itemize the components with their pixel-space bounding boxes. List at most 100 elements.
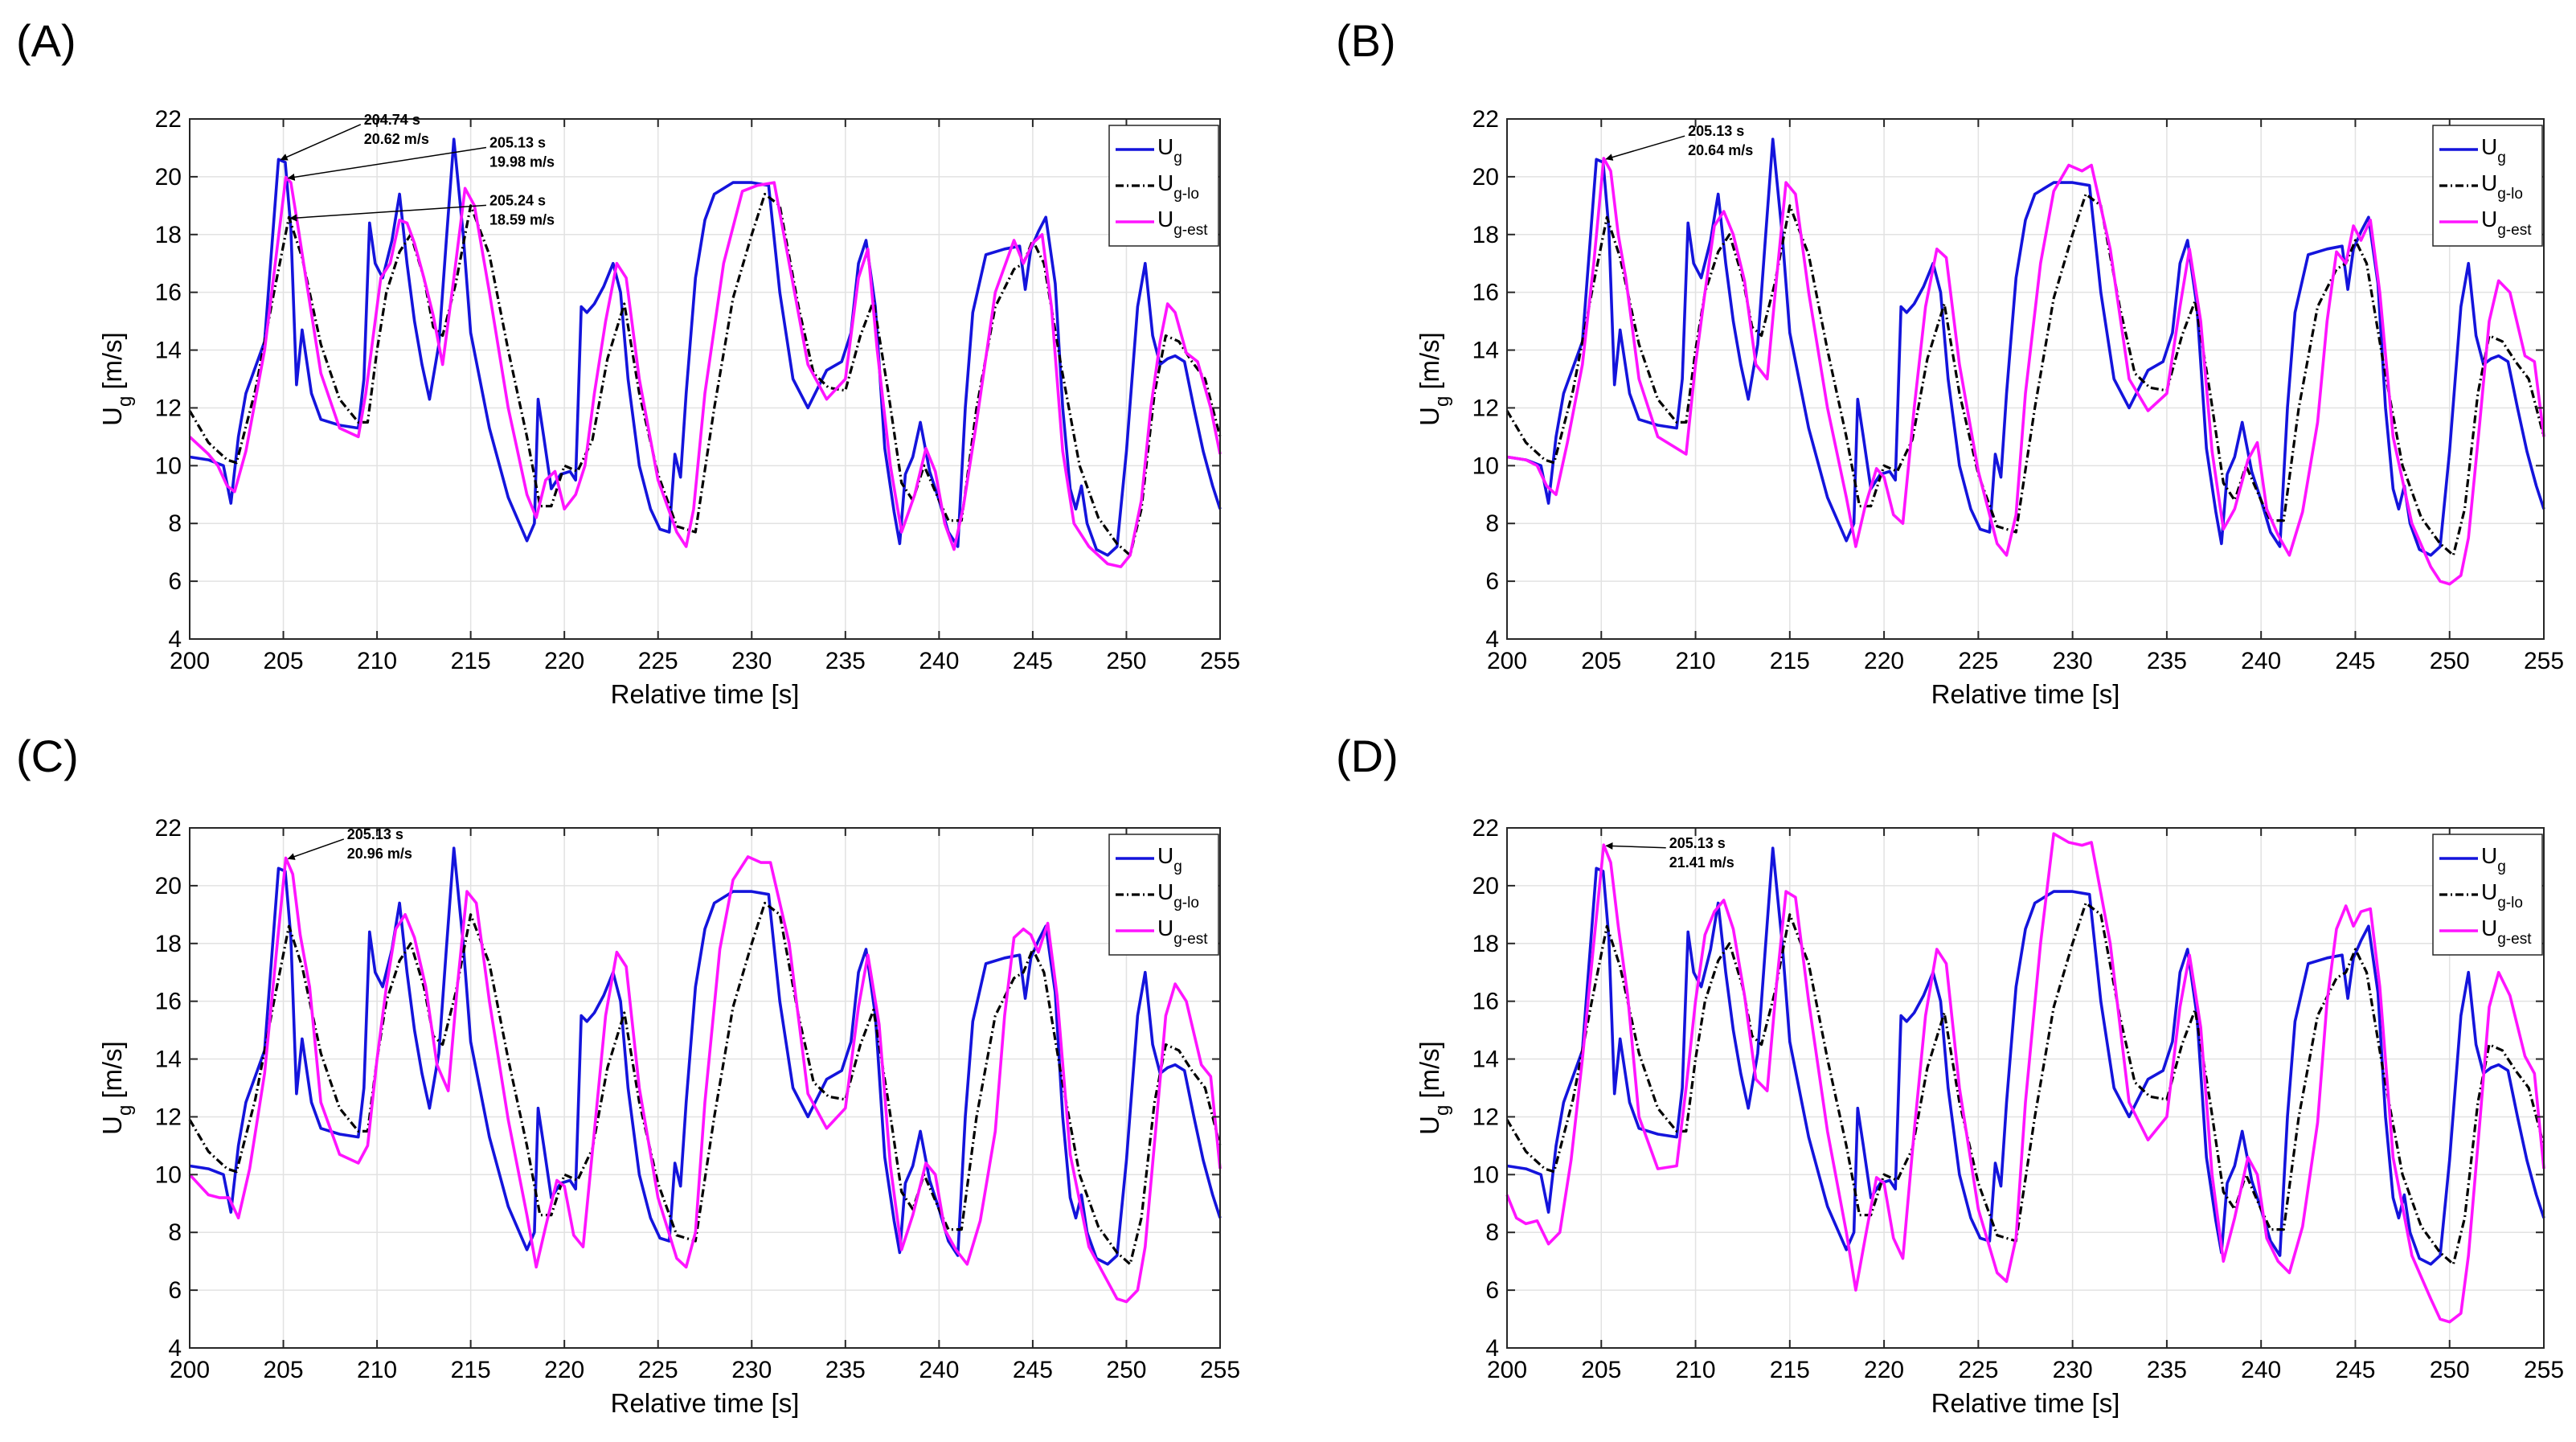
panel-label-c: (C): [16, 731, 79, 781]
axes-box: [189, 118, 1221, 640]
y-tick-label: 12: [1472, 1104, 1499, 1130]
x-tick-label: 250: [2430, 1357, 2470, 1383]
legend-label-main: U: [2481, 134, 2497, 159]
x-tick-label: 250: [2430, 648, 2470, 674]
x-tick-label: 245: [1013, 648, 1053, 674]
y-tick-label: 4: [1485, 626, 1499, 653]
x-tick-label: 205: [1581, 648, 1621, 674]
x-tick-label: 215: [451, 648, 491, 674]
legend-label-sub: g: [1173, 858, 1182, 875]
y-tick-label: 10: [1472, 453, 1499, 479]
y-axis-title-sub: g: [114, 396, 136, 407]
y-axis-title: Ug [m/s]: [97, 1041, 136, 1135]
x-tick-label: 205: [264, 648, 304, 674]
legend-label-main: U: [1157, 843, 1173, 868]
annotation-1: 204.74 s 20.62 m/s: [280, 112, 429, 161]
legend-label-sub: g-lo: [2497, 895, 2523, 911]
annotation-time: 205.13 s: [347, 826, 403, 842]
x-tick-label: 245: [2335, 1357, 2375, 1383]
series-line-ug-est: [1505, 832, 2545, 1324]
y-axis-title-unit: [m/s]: [97, 1041, 127, 1099]
series-line-ug-est: [1506, 157, 2545, 586]
legend-label: Ug: [2481, 134, 2506, 166]
x-tick-label: 240: [919, 1357, 959, 1383]
x-tick-label: 215: [1770, 1357, 1810, 1383]
y-axis-title-unit: [m/s]: [1415, 332, 1444, 390]
x-tick-label: 200: [170, 648, 210, 674]
y-axis-title-main: U: [1415, 1116, 1444, 1135]
panel-c-chart: 200 205 210 215 220 225 230 235 240 245 250 255 4 6 8 1…: [97, 815, 1240, 1418]
annotation-time: 205.24 s: [489, 192, 546, 208]
legend-label: Ug-est: [1157, 207, 1208, 239]
x-tick-label: 230: [2053, 1357, 2093, 1383]
legend-label-main: U: [1157, 916, 1173, 940]
legend-box: [2432, 834, 2543, 956]
panel-label-a: (A): [16, 15, 76, 66]
x-tick-label: 200: [1487, 648, 1527, 674]
legend-label-sub: g-lo: [1173, 186, 1199, 203]
annotation-value: 20.64 m/s: [1688, 142, 1753, 158]
annotation-arrow: [287, 838, 345, 860]
y-axis-title-unit: [m/s]: [1415, 1041, 1444, 1099]
x-tick-label: 245: [2335, 648, 2375, 674]
y-tick-label: 14: [155, 1047, 182, 1073]
panel-label-b: (B): [1336, 15, 1396, 66]
y-tick-label: 14: [1472, 338, 1499, 364]
y-tick-label: 8: [168, 510, 182, 537]
y-tick-label: 20: [155, 873, 182, 899]
legend-label: Ug-lo: [1157, 170, 1199, 203]
y-tick-label: 6: [1485, 568, 1499, 595]
legend-label: Ug-est: [2481, 916, 2532, 948]
x-tick-label: 235: [2147, 648, 2187, 674]
x-tick-label: 230: [731, 648, 772, 674]
x-tick-label: 210: [357, 648, 397, 674]
legend-label: Ug: [2481, 843, 2506, 875]
series-line-ug-est: [188, 855, 1222, 1304]
axes-box: [189, 827, 1221, 1349]
y-axis-title-sub: g: [1431, 396, 1453, 407]
y-axis-title-sub: g: [1431, 1105, 1453, 1116]
x-tick-label: 235: [2147, 1357, 2187, 1383]
y-tick-label: 18: [1472, 222, 1499, 248]
y-tick-label: 18: [155, 931, 182, 957]
y-tick-label: 12: [155, 395, 182, 421]
y-axis-title-main: U: [97, 407, 127, 426]
y-tick-label: 10: [1472, 1161, 1499, 1188]
x-tick-label: 255: [1200, 1357, 1240, 1383]
axes-box: [1506, 118, 2545, 640]
x-tick-label: 230: [2053, 648, 2093, 674]
legend-label: Ug-est: [1157, 916, 1208, 948]
y-tick-label: 18: [155, 222, 182, 248]
series-line-ug-est: [188, 175, 1222, 568]
x-tick-label: 215: [1770, 648, 1810, 674]
legend-label-main: U: [2481, 843, 2497, 868]
plot-area: [190, 119, 1220, 639]
legend-label-main: U: [2481, 916, 2497, 940]
x-tick-label: 210: [357, 1357, 397, 1383]
y-tick-label: 4: [168, 626, 182, 653]
x-tick-label: 220: [544, 648, 584, 674]
annotation-value: 20.62 m/s: [364, 131, 429, 147]
y-axis-title-main: U: [1415, 407, 1444, 426]
y-tick-label: 12: [155, 1104, 182, 1130]
panel-a-chart: 200 205 210 215 220 225 230 235 240 245 250 255 4 6 8 1…: [97, 106, 1240, 709]
legend-label-main: U: [2481, 879, 2497, 904]
x-tick-label: 255: [2524, 1357, 2564, 1383]
annotation-1: 205.13 s 21.41 m/s: [1605, 835, 1734, 871]
annotation-arrow: [1605, 135, 1685, 161]
series-line-ug: [1506, 137, 2545, 557]
y-axis-title-main: U: [97, 1116, 127, 1135]
y-axis-title: Ug [m/s]: [1415, 1041, 1453, 1135]
x-tick-label: 215: [451, 1357, 491, 1383]
annotation-arrow: [1605, 842, 1666, 850]
x-tick-label: 220: [544, 1357, 584, 1383]
x-tick-label: 225: [638, 648, 678, 674]
y-tick-label: 6: [1485, 1277, 1499, 1304]
annotation-value: 19.98 m/s: [489, 154, 555, 170]
y-tick-label: 16: [1472, 280, 1499, 306]
annotation-time: 205.13 s: [489, 135, 546, 151]
x-tick-label: 230: [731, 1357, 772, 1383]
series-line-ug-lo: [1505, 192, 2545, 557]
